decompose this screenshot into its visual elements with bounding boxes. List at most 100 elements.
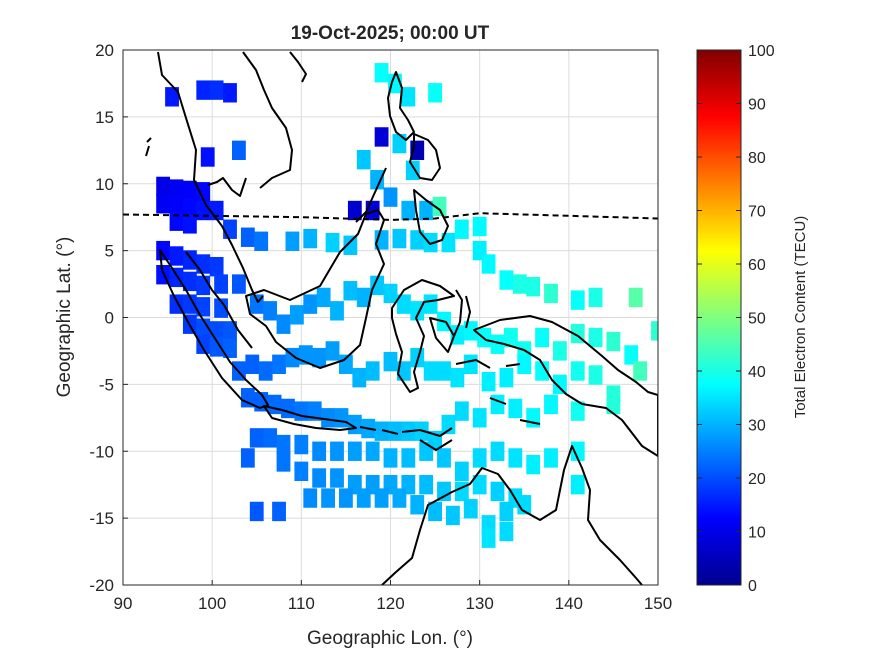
colorbar-tick-label: 60 [748, 257, 766, 274]
tec-cell [182, 198, 197, 218]
tec-cell [303, 488, 318, 508]
tec-cell [441, 232, 456, 253]
y-axis-label: Geographic Lat. (°) [54, 237, 75, 398]
tec-cell [325, 232, 340, 253]
tec-cell [182, 294, 197, 314]
colorbar-tick-label: 10 [748, 525, 766, 542]
tec-cell [303, 228, 318, 249]
tec-cell [263, 301, 278, 321]
tec-cell [396, 294, 411, 314]
tec-cell [165, 87, 179, 107]
tec-cell [347, 200, 362, 221]
tec-cell [276, 452, 291, 472]
tec-cell [633, 361, 648, 381]
x-tick-label: 140 [555, 594, 583, 613]
tec-cell [383, 448, 398, 468]
tec-cell [428, 83, 442, 103]
tec-cell [481, 528, 496, 548]
tec-cell [499, 521, 514, 542]
y-tick-label: 5 [105, 242, 114, 261]
colorbar-label: Total Electron Content (TECU) [792, 216, 809, 419]
tec-cell [392, 488, 407, 508]
tec-cells [156, 63, 658, 548]
colorbar-tick-label: 100 [748, 43, 775, 60]
tec-cell [196, 334, 211, 354]
tec-cell [472, 408, 487, 428]
tec-cell [423, 294, 438, 314]
tec-cell [432, 196, 447, 217]
tec-cell [343, 235, 358, 255]
x-tick-label: 150 [644, 594, 672, 613]
tec-cell [330, 301, 344, 321]
tec-cell [254, 231, 269, 251]
tec-cell [334, 408, 349, 428]
tec-cell [343, 281, 358, 301]
tec-cell [472, 448, 487, 468]
tec-cell [490, 481, 505, 502]
tec-cell [245, 354, 260, 375]
tec-cell [392, 133, 407, 154]
tec-cell [196, 254, 211, 274]
tec-cell [401, 87, 416, 107]
tec-cell [365, 441, 380, 461]
tec-cell [303, 294, 318, 314]
tec-cell [347, 441, 362, 461]
tec-cell [294, 434, 309, 455]
colorbar-tick-label: 90 [748, 97, 766, 114]
tec-cell [437, 481, 451, 502]
tec-cell [294, 461, 309, 482]
tec-cell [356, 287, 371, 308]
tec-cell [249, 428, 264, 448]
tec-cell [388, 421, 402, 441]
tec-cell [356, 149, 371, 170]
tec-cell [383, 351, 398, 372]
tec-cell [410, 301, 425, 321]
tec-cell [651, 321, 658, 341]
tec-cell [156, 176, 171, 197]
magnetic-equator-line [123, 212, 658, 221]
tec-cell [526, 277, 541, 297]
x-tick-label: 130 [465, 594, 493, 613]
tec-cell [232, 274, 246, 294]
tec-cell [374, 421, 389, 441]
tec-cell [512, 274, 527, 294]
tec-cell [499, 367, 514, 388]
tec-cell [423, 232, 438, 253]
tec-cell [570, 401, 585, 421]
colorbar [696, 49, 742, 586]
tec-cell [223, 83, 237, 103]
tec-cell [258, 361, 273, 381]
tec-cell [196, 318, 211, 338]
tec-cell [223, 338, 237, 358]
tec-cell [330, 441, 344, 461]
tec-cell [312, 347, 327, 368]
tec-cell [553, 374, 567, 395]
tec-cell [481, 254, 496, 274]
tec-cell [499, 501, 514, 522]
y-tick-label: 0 [105, 309, 114, 328]
tec-cell [182, 250, 197, 270]
tec-cell [196, 80, 211, 100]
tec-cell [200, 147, 215, 167]
tec-cell [526, 454, 541, 475]
tec-cell [316, 287, 331, 308]
x-tick-label: 120 [376, 594, 404, 613]
tec-cell [182, 214, 197, 234]
colorbar-tick-label: 30 [748, 418, 766, 435]
tec-cell [196, 200, 211, 221]
tec-cell [588, 327, 603, 348]
tec-cell [428, 501, 442, 522]
tec-cell [383, 187, 398, 207]
y-tick-label: 20 [95, 41, 114, 60]
tec-cell [517, 354, 532, 375]
tec-cell [606, 331, 621, 352]
tec-cell [209, 256, 224, 277]
tec-cell [214, 298, 228, 318]
tec-cell [285, 231, 300, 251]
tec-cell [570, 290, 585, 310]
tec-cell [321, 488, 335, 508]
axis-ticks: 90 100 110 120 130 140 150 20 15 10 5 0 -5 -10 -15 -20 [89, 41, 672, 613]
